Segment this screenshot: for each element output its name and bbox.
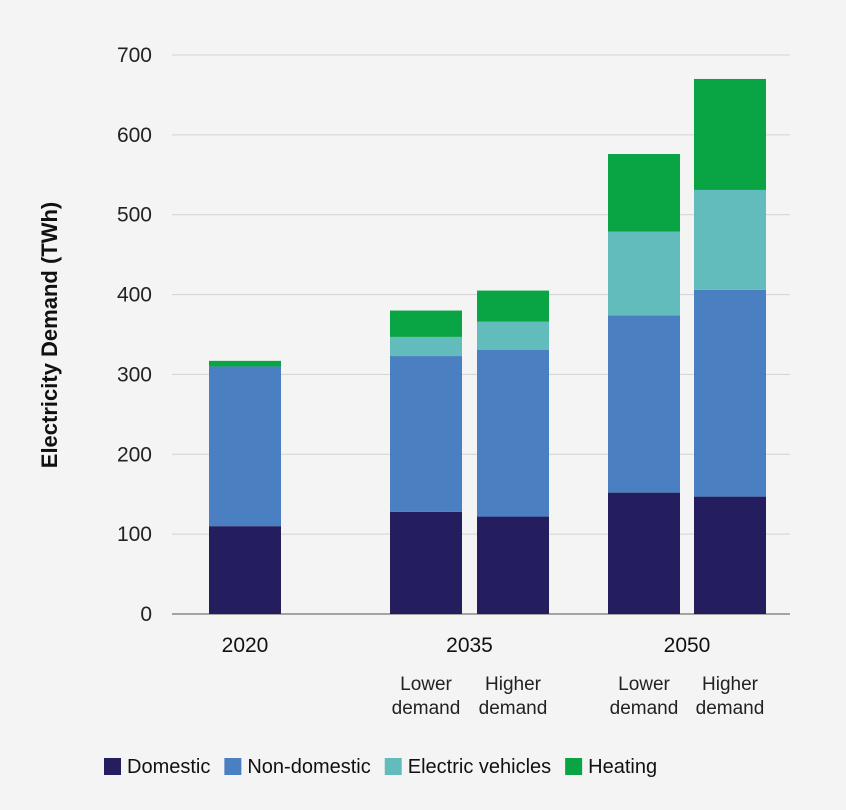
x-group-label: 2050 [664,634,711,657]
bar-segment-heating [694,78,766,190]
bar-segment-electric-vehicles [477,321,549,350]
x-labels: 2020 Lower demand Higher demand 2035 Lower dema… [222,634,765,719]
legend-label: Domestic [127,756,210,778]
bar-sublabel: demand [696,698,765,719]
legend-label: Electric vehicles [408,756,551,778]
bar-sublabel: Lower [400,674,452,695]
legend-swatch [104,758,121,775]
y-tick-label: 600 [117,124,152,147]
bar-sublabel: demand [610,698,679,719]
y-tick-label: 400 [117,284,152,307]
bar-segment-heating [477,290,549,322]
y-tick-label: 100 [117,523,152,546]
y-tick-label: 0 [140,603,152,626]
legend-swatch [384,758,402,775]
legend-label: Heating [588,756,657,778]
y-tick-label: 300 [117,363,152,386]
bar-sublabel: Higher [485,674,542,695]
x-group-label: 2020 [222,634,269,657]
bar-segment-electric-vehicles [608,231,680,316]
bar-sublabel: demand [392,698,461,719]
bar-segment-non-domestic [390,356,462,512]
bar-segment-non-domestic [209,366,281,527]
bar-segment-non-domestic [694,289,766,497]
y-axis-title: Electricity Demand (TWh) [37,202,62,468]
bar-segment-electric-vehicles [694,189,766,290]
bar-segments [209,78,766,614]
bar-sublabel: demand [479,698,548,719]
bar-sublabel: Higher [702,674,759,695]
bar-segment-heating [608,154,680,232]
bar-segment-domestic [390,511,462,614]
bar-segment-domestic [608,492,680,614]
legend-swatch [224,758,242,775]
bar-segment-heating [209,360,281,367]
bar-segment-domestic [477,516,549,614]
y-tick-labels: 0 100 200 300 400 500 600 700 [117,44,152,626]
bar-segment-non-domestic [608,315,680,493]
y-tick-label: 500 [117,204,152,227]
x-group-label: 2035 [446,634,493,657]
bar-sublabel: Lower [618,674,670,695]
bar-segment-domestic [694,496,766,614]
bar-segment-domestic [209,526,281,614]
legend: Domestic Non-domestic Electric vehicles Hea… [104,756,657,778]
legend-swatch [565,758,583,775]
bar-segment-non-domestic [477,349,549,517]
bar-segment-electric-vehicles [390,336,462,357]
bar-segment-heating [390,310,462,337]
legend-label: Non-domestic [247,756,370,778]
y-tick-label: 200 [117,443,152,466]
y-tick-label: 700 [117,44,152,67]
